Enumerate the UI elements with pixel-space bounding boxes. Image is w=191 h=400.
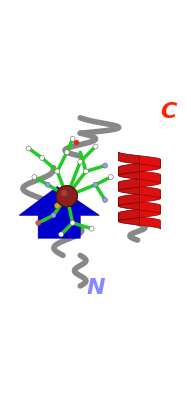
Circle shape <box>83 169 88 174</box>
Circle shape <box>51 213 56 218</box>
Circle shape <box>54 203 60 208</box>
Polygon shape <box>118 213 139 225</box>
Polygon shape <box>118 152 139 164</box>
Circle shape <box>74 140 79 145</box>
Circle shape <box>56 186 77 207</box>
Polygon shape <box>139 186 160 198</box>
Polygon shape <box>139 175 160 187</box>
Circle shape <box>70 220 75 226</box>
Polygon shape <box>118 163 139 176</box>
Polygon shape <box>118 179 139 191</box>
Circle shape <box>89 226 94 231</box>
Text: C: C <box>160 102 176 122</box>
Text: N: N <box>86 278 105 298</box>
Circle shape <box>78 159 83 164</box>
Polygon shape <box>139 171 160 183</box>
Polygon shape <box>118 167 139 179</box>
Circle shape <box>103 163 108 168</box>
Circle shape <box>70 136 75 141</box>
Circle shape <box>93 144 98 149</box>
Circle shape <box>40 156 45 160</box>
Polygon shape <box>19 187 99 238</box>
Polygon shape <box>118 209 139 221</box>
Polygon shape <box>118 182 139 195</box>
Circle shape <box>55 169 60 174</box>
Polygon shape <box>139 156 160 168</box>
Circle shape <box>93 182 98 187</box>
Circle shape <box>59 232 64 237</box>
Polygon shape <box>118 194 139 206</box>
Circle shape <box>64 150 69 155</box>
Polygon shape <box>139 205 160 218</box>
Circle shape <box>103 198 108 202</box>
Circle shape <box>108 174 113 180</box>
Circle shape <box>26 146 31 151</box>
Polygon shape <box>118 198 139 210</box>
Polygon shape <box>139 202 160 214</box>
Polygon shape <box>139 160 160 172</box>
Circle shape <box>32 174 37 180</box>
Circle shape <box>45 182 50 187</box>
Circle shape <box>61 190 67 196</box>
Circle shape <box>36 220 41 226</box>
Polygon shape <box>139 217 160 229</box>
Polygon shape <box>139 190 160 202</box>
